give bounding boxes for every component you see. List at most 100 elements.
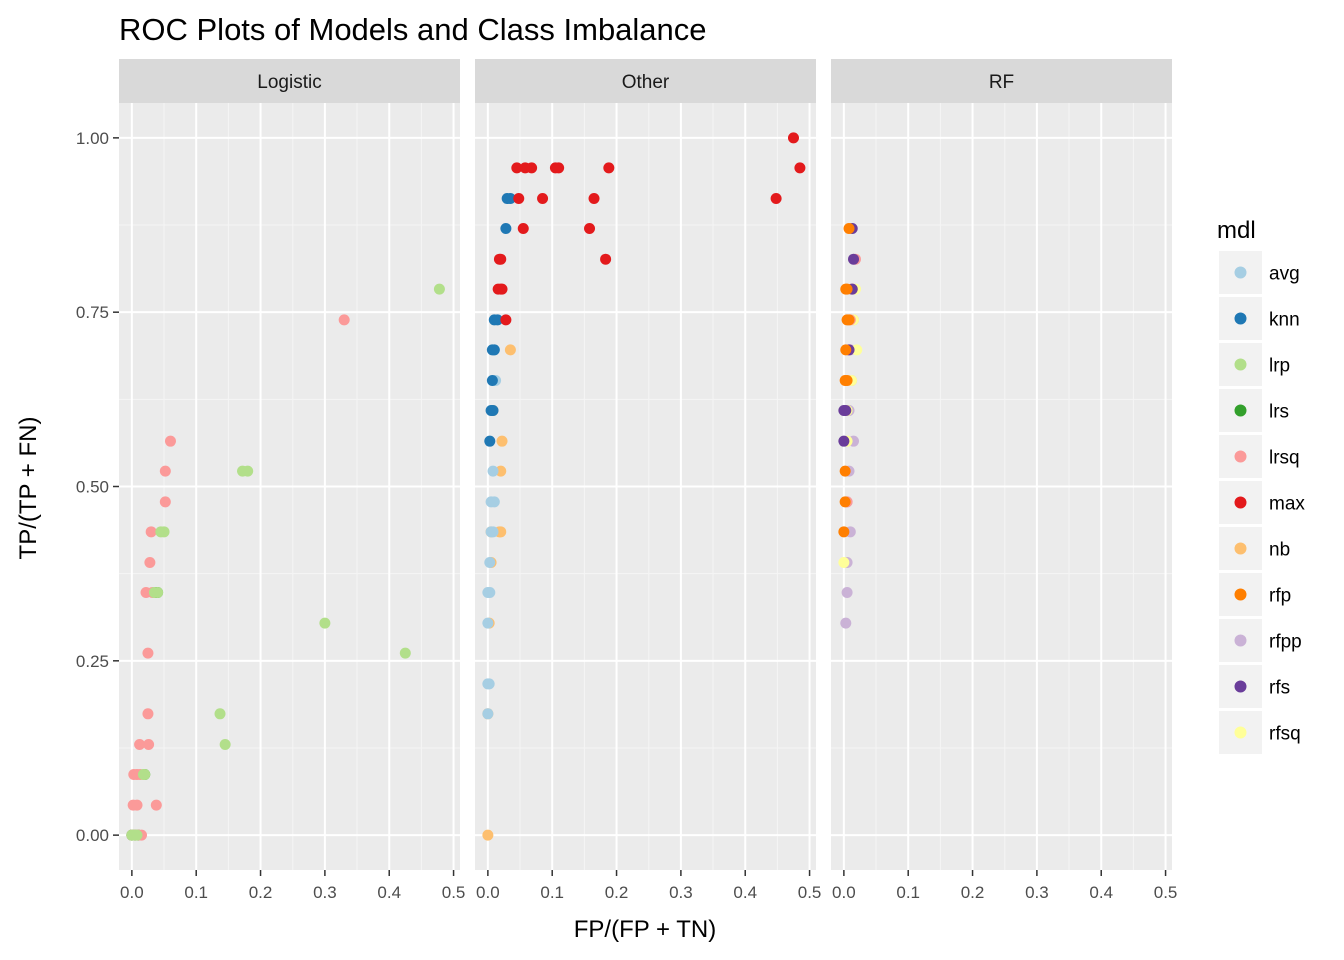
data-point-avg — [488, 496, 500, 508]
data-point-max — [517, 223, 529, 235]
data-point-max — [600, 253, 612, 265]
data-point-max — [495, 253, 507, 265]
data-point-lrsq — [159, 465, 171, 477]
facet-panel-other: Other 0.0 0.1 0.2 0.3 0.4 0.5 — [475, 59, 821, 902]
data-point-lrp — [319, 617, 331, 629]
data-point-max — [603, 162, 615, 174]
legend-label: rfsq — [1269, 724, 1301, 745]
series-max — [492, 132, 806, 326]
legend-label: lrsq — [1269, 448, 1300, 469]
data-point-lrsq — [142, 647, 154, 659]
data-point-avg — [487, 526, 499, 538]
x-tick-label: 0.1 — [896, 883, 920, 902]
legend-key-dot — [1234, 312, 1247, 325]
data-point-lrp — [433, 283, 445, 295]
legend-key-dot — [1234, 542, 1247, 555]
x-axis-title: FP/(FP + TN) — [574, 916, 716, 943]
data-point-avg — [484, 586, 496, 598]
legend-label: rfs — [1269, 678, 1290, 699]
y-tick-label: 1.00 — [76, 129, 109, 148]
x-tick-label: 0.1 — [184, 883, 208, 902]
legend-label: rfpp — [1269, 632, 1302, 653]
x-tick-label: 0.3 — [669, 883, 693, 902]
x-tick-label: 0.5 — [798, 883, 822, 902]
y-tick-label: 0.00 — [76, 826, 109, 845]
legend-label: knn — [1269, 310, 1300, 331]
data-point-max — [496, 283, 508, 295]
y-tick-label: 0.75 — [76, 303, 109, 322]
data-point-rfp — [843, 314, 855, 326]
legend-item-lrsq: lrsq — [1219, 435, 1300, 478]
legend-key-dot — [1234, 266, 1247, 279]
legend: mdl avg knn lrp lrs lrsq max nb rfp rfpp rfs rfsq — [1217, 217, 1305, 754]
legend-item-rfsq: rfsq — [1219, 711, 1301, 754]
data-point-lrsq — [134, 738, 146, 750]
data-point-rfs — [848, 253, 860, 265]
x-tick-label: 0.5 — [442, 883, 466, 902]
data-point-lrsq — [131, 799, 143, 811]
x-tick-label: 0.1 — [540, 883, 564, 902]
data-point-rfp — [841, 375, 853, 387]
y-tick-label: 0.25 — [76, 652, 109, 671]
data-point-max — [588, 193, 600, 205]
data-point-nb — [496, 435, 508, 447]
chart-title: ROC Plots of Models and Class Imbalance — [119, 12, 707, 47]
data-point-max — [513, 193, 525, 205]
data-point-max — [584, 223, 596, 235]
data-point-max — [787, 132, 799, 144]
data-point-lrsq — [164, 435, 176, 447]
x-tick-label: 0.5 — [1154, 883, 1178, 902]
data-point-lrsq — [159, 496, 171, 508]
data-point-max — [553, 162, 565, 174]
data-point-rfsq — [851, 344, 863, 356]
legend-item-rfp: rfp — [1219, 573, 1291, 616]
legend-item-max: max — [1219, 481, 1305, 524]
data-point-lrp — [158, 526, 170, 538]
data-point-avg — [482, 617, 494, 629]
x-tick-label: 0.4 — [733, 883, 757, 902]
facet-strip — [119, 59, 460, 103]
x-tick-label: 0.3 — [1025, 883, 1049, 902]
data-point-max — [537, 193, 549, 205]
legend-label: nb — [1269, 540, 1290, 561]
data-point-nb — [495, 526, 507, 538]
facet-strip-label: Logistic — [257, 72, 321, 93]
data-point-lrsq — [143, 738, 155, 750]
data-point-max — [511, 162, 523, 174]
x-tick-label: 0.3 — [313, 883, 337, 902]
data-point-lrsq — [338, 314, 350, 326]
data-point-nb — [504, 344, 516, 356]
data-point-rfp — [841, 283, 853, 295]
facet-strip-label: RF — [989, 72, 1014, 93]
data-point-avg — [484, 557, 496, 569]
x-tick-label: 0.0 — [476, 883, 500, 902]
data-point-rfp — [843, 223, 855, 235]
data-point-rfpp — [841, 586, 853, 598]
legend-item-rfs: rfs — [1219, 665, 1290, 708]
data-point-lrp — [137, 768, 149, 780]
data-point-knn — [504, 193, 516, 205]
facet-strip — [475, 59, 816, 103]
data-point-max — [526, 162, 538, 174]
legend-item-rfpp: rfpp — [1219, 619, 1302, 662]
legend-label: rfp — [1269, 586, 1291, 607]
data-point-lrsq — [144, 557, 156, 569]
data-point-avg — [482, 708, 494, 720]
data-point-rfp — [839, 465, 851, 477]
legend-key-dot — [1234, 588, 1247, 601]
data-point-lrp — [219, 738, 231, 750]
legend-item-lrs: lrs — [1219, 389, 1289, 432]
data-point-knn — [484, 435, 496, 447]
legend-label: avg — [1269, 264, 1300, 285]
data-point-rfs — [838, 435, 850, 447]
data-point-avg — [487, 465, 499, 477]
data-point-lrp — [242, 465, 254, 477]
facet-strip-label: Other — [622, 72, 670, 93]
legend-key-dot — [1234, 450, 1247, 463]
data-point-max — [794, 162, 806, 174]
legend-key-dot — [1234, 726, 1247, 739]
facet-strip — [831, 59, 1172, 103]
x-tick-label: 0.2 — [605, 883, 629, 902]
series-avg — [482, 344, 502, 720]
